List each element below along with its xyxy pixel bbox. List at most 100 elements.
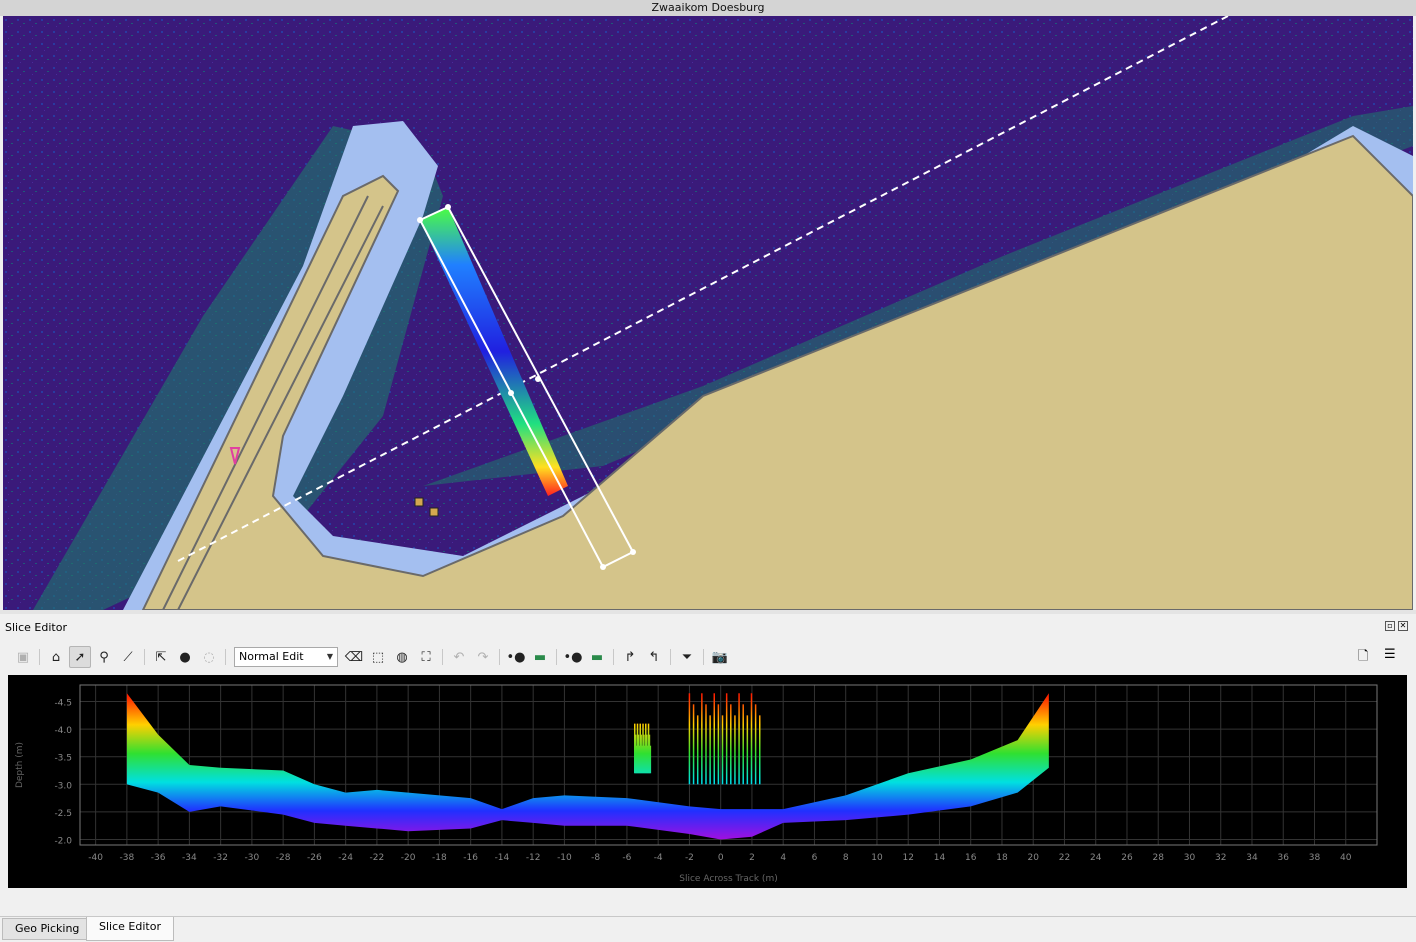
x-tick-label: -34 [182, 853, 197, 863]
x-tick-label: 40 [1340, 853, 1352, 863]
info-icon[interactable]: 🗋 [1358, 649, 1369, 664]
x-tick-label: 18 [996, 853, 1008, 863]
x-tick-label: -12 [526, 853, 541, 863]
x-tick-label: -30 [245, 853, 260, 863]
back-arrow-icon[interactable]: ↰ [648, 649, 660, 665]
pointer-icon[interactable]: ➚ [69, 646, 91, 668]
x-tick-label: 16 [965, 853, 977, 863]
x-axis-label: Slice Across Track (m) [679, 874, 777, 884]
slice-handle[interactable] [508, 390, 514, 396]
float-icon[interactable]: ▫ [1385, 621, 1395, 631]
x-tick-label: -6 [622, 853, 631, 863]
close-icon[interactable]: ✕ [1398, 621, 1408, 631]
buoy-icon [429, 507, 439, 517]
rect-select-icon[interactable]: ⬚ [371, 649, 385, 665]
undo-icon[interactable]: ↶ [453, 649, 465, 665]
slice-handle[interactable] [417, 217, 423, 223]
bank-vegetation-east [423, 106, 1413, 486]
y-axis-label: Depth (m) [15, 742, 25, 788]
x-tick-label: 34 [1246, 853, 1258, 863]
slice-profile-chart[interactable]: -4.5 -4.0 -3.5 -3.0 -2.5 -2.0 -40 -38 -36 -34 -32-… [8, 675, 1407, 888]
redo-arrow-icon[interactable]: ↱ [624, 649, 636, 665]
x-tick-label: 0 [718, 853, 724, 863]
chart-svg[interactable]: -4.5-4.0-3.5-3.0-2.5-2.0-40 -38 -36 -34 -32-… [8, 675, 1407, 888]
point-style-icon[interactable]: •● [506, 649, 526, 665]
notes-icon[interactable]: ☰ [1384, 647, 1396, 662]
x-tick-label: 20 [1027, 853, 1039, 863]
panel-splitter[interactable] [0, 610, 1416, 614]
x-tick-label: -20 [401, 853, 416, 863]
x-tick-label: 22 [1059, 853, 1070, 863]
x-tick-label: -32 [213, 853, 228, 863]
y-tick-label: -2.0 [54, 836, 72, 846]
x-tick-label: 32 [1215, 853, 1226, 863]
buoy-icon [414, 497, 424, 507]
select-point-icon[interactable]: ● [179, 649, 191, 665]
land-area [141, 134, 1413, 610]
x-tick-label: -38 [120, 853, 135, 863]
seafloor-profile [126, 693, 1049, 840]
x-tick-label: -26 [307, 853, 322, 863]
map-canvas[interactable] [3, 16, 1413, 610]
zoom-icon[interactable]: ⚲ [99, 649, 109, 665]
camera-icon[interactable]: 📷 [711, 649, 729, 665]
color-map-2-icon[interactable]: ▬ [590, 649, 604, 665]
x-tick-label: 28 [1153, 853, 1165, 863]
x-tick-label: -40 [88, 853, 103, 863]
save-icon[interactable]: ▣ [16, 649, 30, 665]
x-tick-label: -18 [432, 853, 447, 863]
ruler-icon[interactable]: ⟋ [123, 649, 133, 665]
x-tick-label: -22 [370, 853, 385, 863]
slice-handle[interactable] [600, 564, 606, 570]
x-tick-label: 30 [1184, 853, 1196, 863]
lasso-select-icon[interactable]: ◍ [396, 649, 408, 665]
marker-icon [229, 447, 241, 465]
y-tick-label: -3.0 [54, 781, 72, 791]
select-file-icon[interactable]: ⇱ [155, 649, 167, 665]
x-tick-label: 12 [902, 853, 913, 863]
color-map-icon[interactable]: ▬ [533, 649, 547, 665]
x-tick-label: 8 [843, 853, 849, 863]
bottom-tabs: Geo Picking Slice Editor [0, 916, 1416, 942]
slice-handle[interactable] [445, 204, 451, 210]
window-title: Zwaaikom Doesburg [0, 0, 1416, 16]
tab-slice-editor[interactable]: Slice Editor [86, 917, 174, 941]
slice-colored-region [420, 207, 568, 496]
y-tick-label: -4.5 [54, 699, 72, 709]
polygon-select-icon[interactable]: ⛶ [421, 649, 431, 665]
point-style-2-icon[interactable]: •● [563, 649, 583, 665]
x-tick-label: 38 [1309, 853, 1321, 863]
x-tick-label: -8 [591, 853, 600, 863]
y-tick-label: -4.0 [54, 726, 72, 736]
x-tick-label: 26 [1121, 853, 1133, 863]
x-tick-label: -4 [654, 853, 663, 863]
survey-line [177, 16, 1229, 562]
x-tick-label: -24 [338, 853, 353, 863]
x-tick-label: 2 [749, 853, 755, 863]
tab-geo-picking[interactable]: Geo Picking [2, 918, 93, 940]
edit-mode-select[interactable]: Normal Edit [234, 647, 338, 667]
x-tick-label: -2 [685, 853, 694, 863]
x-tick-label: 24 [1090, 853, 1102, 863]
panel-title: Slice Editor [5, 621, 67, 634]
eraser-icon[interactable]: ⌫ [344, 649, 364, 665]
x-tick-label: -10 [557, 853, 572, 863]
select-disabled-icon[interactable]: ◌ [203, 649, 215, 665]
slice-handle[interactable] [535, 376, 541, 382]
filter-icon[interactable]: ⏷ [681, 649, 693, 665]
x-tick-label: -36 [151, 853, 166, 863]
plot-frame [79, 684, 1378, 846]
x-tick-label: 36 [1278, 853, 1290, 863]
x-tick-label: -14 [495, 853, 510, 863]
x-tick-label: 14 [934, 853, 946, 863]
redo-icon[interactable]: ↷ [477, 649, 489, 665]
x-tick-label: 6 [812, 853, 818, 863]
x-tick-label: 4 [780, 853, 786, 863]
y-tick-label: -3.5 [54, 754, 72, 764]
home-icon[interactable]: ⌂ [51, 649, 61, 665]
y-tick-label: -2.5 [54, 809, 72, 819]
map-view[interactable] [3, 16, 1413, 610]
x-tick-label: 10 [871, 853, 883, 863]
x-tick-label: -28 [276, 853, 291, 863]
slice-handle[interactable] [630, 549, 636, 555]
